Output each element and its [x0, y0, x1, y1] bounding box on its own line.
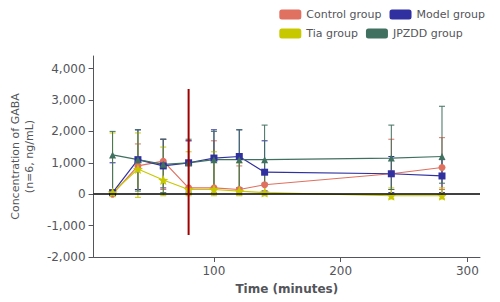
svg-text:2,000: 2,000 — [51, 124, 85, 138]
svg-text:Control group: Control group — [306, 8, 381, 21]
svg-text:Tia group: Tia group — [305, 27, 358, 40]
svg-text:Model group: Model group — [417, 8, 485, 21]
svg-text:(n=6, ng/mL): (n=6, ng/mL) — [23, 120, 36, 193]
svg-text:1,000: 1,000 — [51, 156, 85, 170]
svg-text:0: 0 — [78, 187, 86, 201]
svg-text:Time (minutes): Time (minutes) — [235, 282, 338, 296]
svg-text:-2,000: -2,000 — [47, 250, 86, 264]
svg-text:100: 100 — [202, 264, 225, 278]
svg-text:200: 200 — [329, 264, 352, 278]
svg-text:3,000: 3,000 — [51, 93, 85, 107]
svg-text:300: 300 — [456, 264, 479, 278]
svg-text:Concentration of GABA: Concentration of GABA — [9, 93, 22, 220]
svg-text:4,000: 4,000 — [51, 62, 85, 76]
svg-text:JPZDD group: JPZDD group — [392, 27, 463, 40]
svg-text:-1,000: -1,000 — [47, 219, 86, 233]
